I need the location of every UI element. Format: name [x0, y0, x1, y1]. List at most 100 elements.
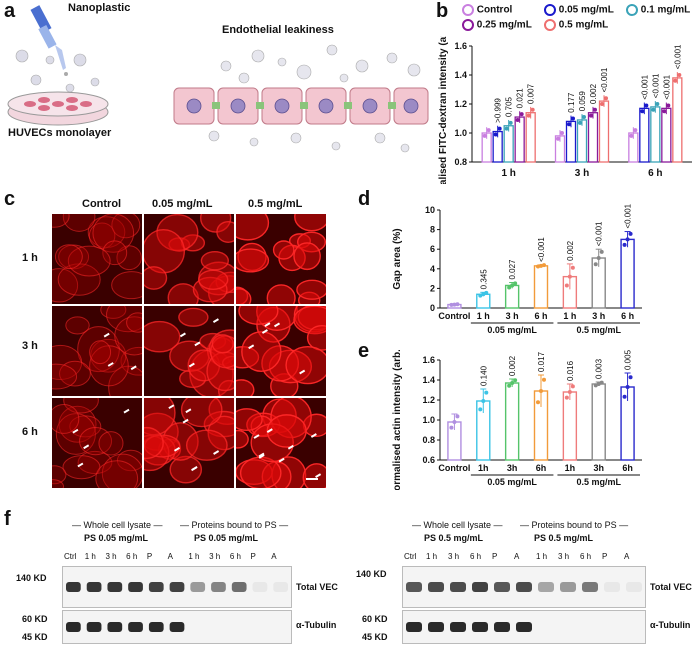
- pipette-illustration: [30, 5, 68, 76]
- blot-right-lane-label: A: [624, 552, 630, 561]
- chart-e-group-label: 0.05 mg/mL: [487, 477, 537, 487]
- chart-d-point: [625, 237, 630, 242]
- chart-e-point: [455, 414, 460, 419]
- chart-b-pvalue: 0.002: [589, 83, 598, 104]
- micrograph-tile: [52, 398, 142, 488]
- blot-right-vec-band: [560, 582, 576, 592]
- chart-b-point: [593, 107, 597, 112]
- chart-d-point: [622, 242, 627, 247]
- nanoplastic-particles: [15, 49, 100, 93]
- chart-e-point: [449, 425, 454, 430]
- chart-b-point: [578, 120, 582, 125]
- blot-left-lane-label: P: [146, 552, 153, 561]
- culture-dish: [7, 91, 109, 126]
- chart-e-point: [478, 407, 483, 412]
- chart-b-point: [504, 126, 509, 131]
- chart-e-group-label: 0.5 mg/mL: [576, 477, 621, 487]
- chart-b-ylabel: Normalised FITC-dextran intensity (arb.u…: [438, 36, 449, 184]
- chart-e-ylabel: Normalised actin intensity (arb.units): [392, 350, 403, 490]
- chart-b-ytick-label: 1.0: [454, 128, 467, 138]
- chart-b-pvalue: 0.021: [516, 88, 525, 109]
- blot-right-tubulin-band: [450, 622, 466, 632]
- blot-right-tubulin-band: [406, 622, 422, 632]
- chart-d-point: [449, 302, 454, 307]
- chart-b-pvalue: <0.001: [662, 74, 671, 99]
- chart-b-xtick-label: 1 h: [501, 168, 515, 179]
- chart-e-point: [596, 382, 601, 386]
- chart-b-pvalue: <0.001: [640, 74, 649, 99]
- blot-right-mw-140: 140 KD: [356, 569, 387, 579]
- blot-left-lane-label: A: [167, 552, 173, 561]
- micrograph-tile: [52, 306, 142, 396]
- blot-right-lane-label: A: [514, 552, 520, 561]
- chart-e-xtick-label: 6h: [536, 463, 547, 473]
- micrograph-tile: [144, 214, 234, 304]
- chart-e-ytick-label: 0.6: [422, 455, 435, 465]
- chart-d-point: [478, 293, 483, 298]
- chart-d-pvalue: 0.027: [508, 259, 517, 280]
- blot-left-header-wcl: — Whole cell lysate —: [72, 520, 163, 530]
- blot-right-lane-label: P: [602, 552, 608, 561]
- micrograph-tile: [144, 306, 234, 396]
- chart-b-point: [673, 78, 678, 83]
- chart-e-pvalue: 0.005: [624, 350, 633, 370]
- chart-b-bar: [565, 120, 577, 163]
- chart-b-point: [589, 113, 593, 118]
- chart-b-point: [486, 128, 491, 133]
- chart-d-xtick-label: 6 h: [534, 311, 547, 321]
- chart-b-point: [493, 132, 498, 137]
- col-header-control: Control: [82, 198, 122, 210]
- chart-d-point: [567, 274, 572, 279]
- chart-d-point: [596, 256, 601, 261]
- chart-b: 0.8 1.0 1.2 1.4 1.6 Normalised FITC-dextran i…: [438, 36, 692, 184]
- chart-b-point: [482, 133, 487, 138]
- blot-right-header-bound: — Proteins bound to PS —: [520, 520, 629, 530]
- blot-right-vec-band: [494, 582, 510, 592]
- chart-b-xtick-label: 3 h: [575, 168, 589, 179]
- panel-b-letter: b: [436, 0, 449, 22]
- blot-left-tubulin-band: [86, 622, 102, 632]
- chart-b-pvalue: 0.177: [567, 92, 576, 113]
- chart-e-bar: [562, 391, 578, 461]
- panel-e-letter: e: [358, 340, 370, 362]
- chart-e-point: [570, 384, 575, 389]
- chart-d-pvalue: <0.001: [537, 237, 546, 262]
- chart-b-point: [640, 109, 645, 114]
- chart-e-point: [507, 383, 512, 388]
- blot-right-lane-label: P: [492, 552, 498, 561]
- blot-right-vec-membrane: [402, 566, 646, 608]
- endothelial-leakiness-label: Endothelial leakiness: [222, 24, 334, 36]
- panel-b-legend: Control 0.05 mg/mL 0.1 mg/mL 0.25 mg/mL …: [462, 4, 698, 44]
- blot-left-vec-band: [190, 582, 206, 592]
- micrograph-tile: [144, 398, 234, 488]
- chart-b-ytick-label: 0.8: [454, 157, 467, 167]
- chart-e-ytick-label: 0.8: [422, 435, 435, 445]
- chart-e-ytick-label: 1.0: [422, 415, 435, 425]
- blot-right-lane-label: Ctrl: [404, 552, 417, 561]
- blot-right-lane-label: 1 h: [426, 552, 438, 561]
- chart-d-point: [455, 302, 460, 307]
- legend-label-005: 0.05 mg/mL: [558, 4, 614, 16]
- blot-left: — Whole cell lysate — — Proteins bound t…: [62, 520, 292, 640]
- chart-d: 0 2 4 6 8 10 Gap area (%) Control 0.345 1 h 0.027 3…: [392, 203, 642, 335]
- legend-item-025: 0.25 mg/mL: [462, 19, 532, 31]
- chart-b-bar: [525, 112, 536, 163]
- chart-d-point: [484, 290, 489, 295]
- chart-d-xtick-label: Control: [438, 311, 470, 321]
- blot-left-vec-band: [148, 582, 164, 592]
- chart-d-bar: [620, 238, 635, 309]
- panel-c-letter: c: [4, 188, 16, 210]
- legend-label-01: 0.1 mg/mL: [640, 4, 691, 16]
- blot-right-tubulin-band: [494, 622, 510, 632]
- blot-right-sub-wcl: PS 0.5 mg/mL: [424, 533, 484, 543]
- chart-b-point: [677, 73, 682, 77]
- huvec-monolayer-label: HUVECs monolayer: [8, 127, 112, 139]
- chart-e-xtick-label: 1h: [478, 463, 489, 473]
- blot-left-mw-60: 60 KD: [22, 614, 48, 624]
- blot-left-lane-label: 1 h: [84, 552, 96, 561]
- blot-left-band-tubulin: α-Tubulin: [296, 620, 337, 630]
- micrograph-tile: [236, 306, 326, 396]
- chart-d-point: [628, 231, 633, 236]
- chart-b-point: [556, 136, 560, 141]
- blot-left-tubulin-membrane: [62, 610, 292, 644]
